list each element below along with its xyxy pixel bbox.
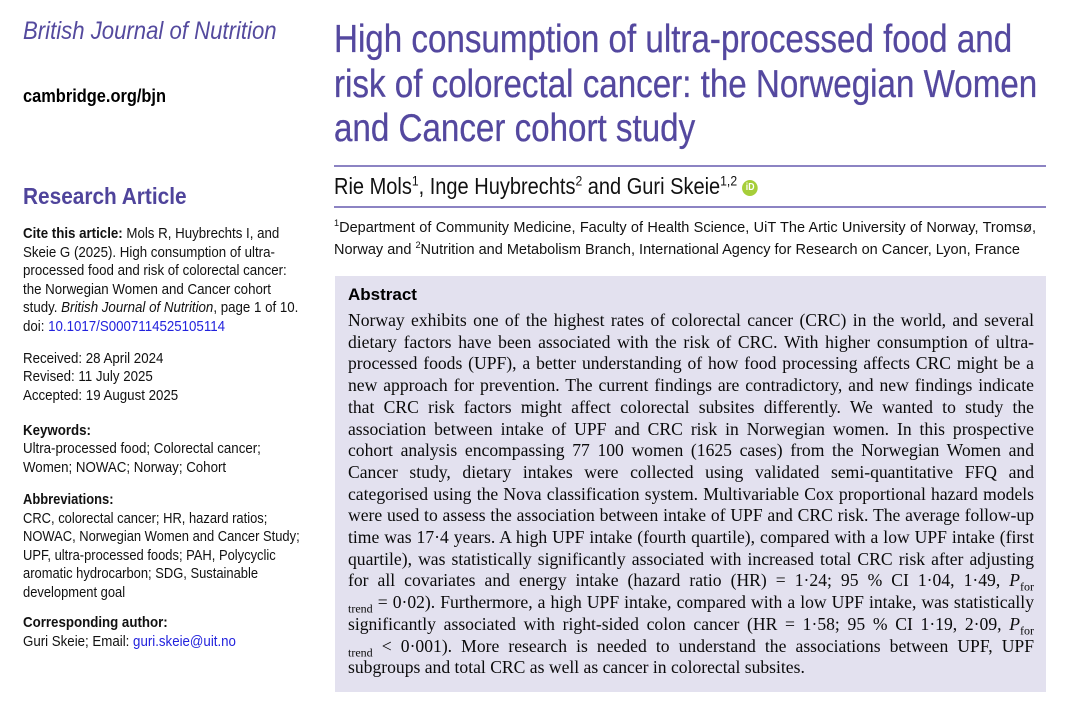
journal-name: British Journal of Nutrition bbox=[23, 17, 277, 45]
received-date: Received: 28 April 2024 bbox=[23, 349, 164, 367]
divider-top bbox=[334, 165, 1046, 167]
abbreviations-text: CRC, colorectal cancer; HR, hazard ratio… bbox=[23, 510, 300, 601]
author-line: Rie Mols1, Inge Huybrechts2 and Guri Ske… bbox=[334, 173, 1046, 199]
journal-site-url: cambridge.org/bjn bbox=[23, 85, 166, 106]
sidebar: British Journal of Nutrition cambridge.o… bbox=[23, 0, 303, 722]
text-link[interactable]: guri.skeie@uit.no bbox=[133, 632, 236, 650]
citation-block: Cite this article: Mols R, Huybrechts I,… bbox=[23, 225, 303, 337]
abbreviations-label: Abbreviations: bbox=[23, 492, 114, 508]
main-column: High consumption of ultra-processed food… bbox=[334, 0, 1046, 722]
cite-label: Cite this article: bbox=[23, 225, 123, 242]
orcid-icon[interactable]: iD bbox=[742, 180, 758, 196]
abstract-box: Abstract Norway exhibits one of the high… bbox=[335, 276, 1046, 692]
revised-date: Revised: 11 July 2025 bbox=[23, 368, 153, 386]
accepted-date: Accepted: 19 August 2025 bbox=[23, 386, 179, 404]
author-names: Rie Mols1, Inge Huybrechts2 and Guri Ske… bbox=[334, 171, 738, 199]
abstract-heading: Abstract bbox=[348, 285, 417, 304]
keywords-label: Keywords: bbox=[23, 421, 91, 439]
corresponding-author-label: Corresponding author: bbox=[23, 614, 168, 631]
keywords-block: Keywords: Ultra-processed food; Colorect… bbox=[23, 422, 303, 478]
abbreviations-block: Abbreviations: CRC, colorectal cancer; H… bbox=[23, 491, 303, 603]
cite-text: Mols R, Huybrechts I, and Skeie G (2025)… bbox=[23, 225, 299, 335]
corresponding-author-text: Guri Skeie; Email: guri.skeie@uit.no bbox=[23, 632, 236, 650]
divider-bottom bbox=[334, 206, 1046, 208]
corresponding-author-block: Corresponding author: Guri Skeie; Email:… bbox=[23, 614, 303, 651]
history-dates: Received: 28 April 2024 Revised: 11 July… bbox=[23, 350, 303, 406]
affiliations: 1Department of Community Medicine, Facul… bbox=[334, 218, 1037, 258]
keywords-text: Ultra-processed food; Colorectal cancer;… bbox=[23, 440, 261, 476]
article-type-heading: Research Article bbox=[23, 183, 187, 209]
article-title: High consumption of ultra-processed food… bbox=[334, 18, 1038, 150]
abstract-text: Norway exhibits one of the highest rates… bbox=[348, 310, 1034, 678]
text-link[interactable]: 10.1017/S0007114525105114 bbox=[48, 317, 226, 335]
